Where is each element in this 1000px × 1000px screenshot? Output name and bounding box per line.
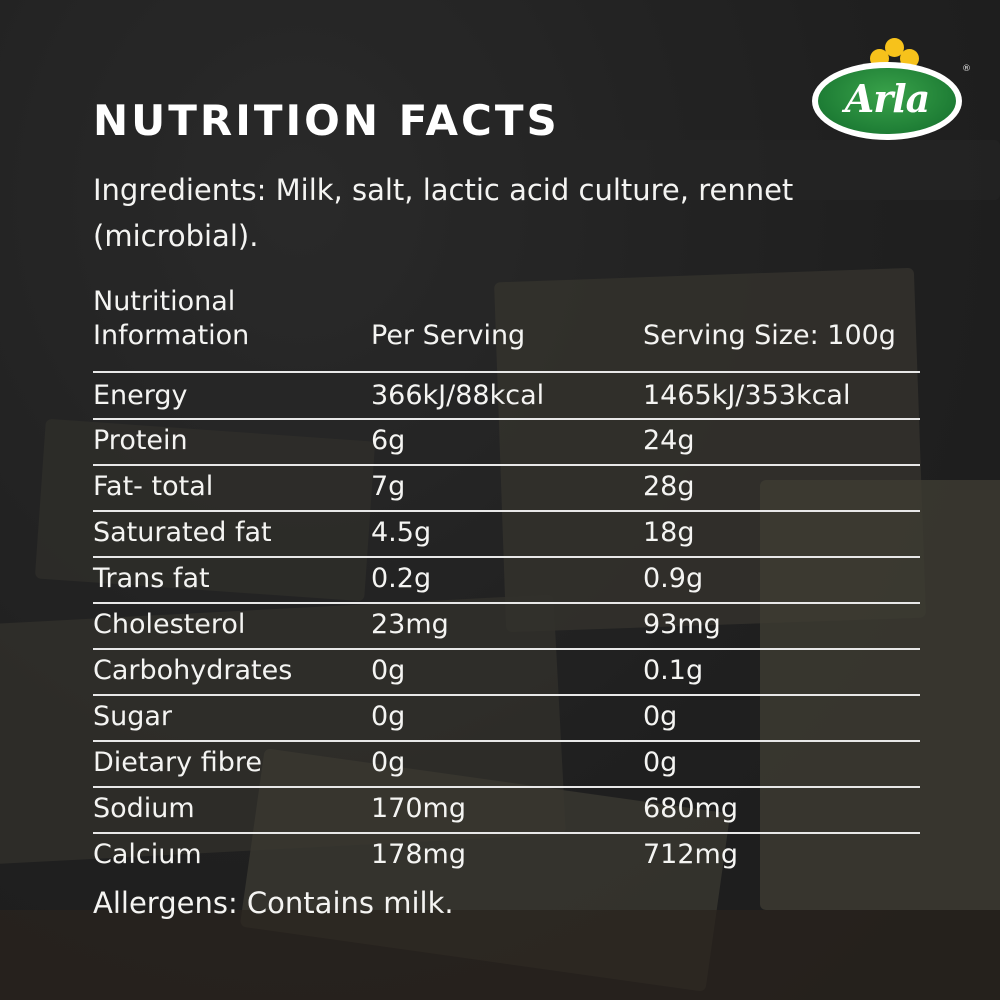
per-100g-value: 28g	[643, 471, 695, 502]
nutrient-name: Energy	[93, 380, 188, 411]
per-serving-value: 0g	[371, 655, 406, 686]
nutrient-name: Carbohydrates	[93, 655, 293, 686]
per-serving-value: 170mg	[371, 793, 466, 824]
nutrient-name: Calcium	[93, 839, 202, 870]
ingredients-text: Ingredients: Milk, salt, lactic acid cul…	[93, 173, 794, 253]
nutrient-name: Trans fat	[93, 563, 210, 594]
logo-wordmark: Arla	[844, 76, 931, 121]
per-serving-value: 23mg	[371, 609, 449, 640]
per-serving-value: 0g	[371, 701, 406, 732]
per-serving-value: 366kJ/88kcal	[371, 380, 545, 411]
per-100g-value: 1465kJ/353kcal	[643, 380, 851, 411]
per-serving-value: 7g	[371, 471, 406, 502]
arla-logo: Arla ®	[812, 38, 971, 142]
per-100g-value: 0.9g	[643, 563, 704, 594]
nutrient-name: Dietary fibre	[93, 747, 262, 778]
per-serving-value: 178mg	[371, 839, 466, 870]
per-100g-value: 18g	[643, 517, 695, 548]
per-100g-value: 0g	[643, 747, 678, 778]
table-row: Trans fat 0.2g 0.9g	[93, 558, 920, 604]
table-header: Nutritional Information Per Serving Serv…	[93, 285, 920, 373]
table-row: Carbohydrates 0g 0.1g	[93, 650, 920, 696]
per-serving-value: 0.2g	[371, 563, 432, 594]
table-row: Sodium 170mg 680mg	[93, 788, 920, 834]
header-serving-size: Serving Size: 100g	[643, 320, 896, 351]
nutrient-name: Cholesterol	[93, 609, 246, 640]
per-100g-value: 24g	[643, 425, 695, 456]
table-row: Cholesterol 23mg 93mg	[93, 604, 920, 650]
table-row: Dietary fibre 0g 0g	[93, 742, 920, 788]
table-row: Saturated fat 4.5g 18g	[93, 512, 920, 558]
header-per-serving: Per Serving	[371, 320, 526, 351]
per-100g-value: 93mg	[643, 609, 721, 640]
allergens-text: Allergens: Contains milk.	[93, 886, 454, 920]
table-row: Calcium 178mg 712mg	[93, 834, 920, 878]
nutrient-name: Saturated fat	[93, 517, 272, 548]
table-row: Fat- total 7g 28g	[93, 466, 920, 512]
nutrient-name: Fat- total	[93, 471, 214, 502]
nutrient-name: Protein	[93, 425, 188, 456]
per-100g-value: 680mg	[643, 793, 738, 824]
per-serving-value: 4.5g	[371, 517, 432, 548]
table-row: Energy 366kJ/88kcal 1465kJ/353kcal	[93, 373, 920, 420]
per-100g-value: 0.1g	[643, 655, 704, 686]
table-row: Protein 6g 24g	[93, 420, 920, 466]
per-serving-value: 0g	[371, 747, 406, 778]
page-title: NUTRITION FACTS	[93, 96, 560, 145]
per-serving-value: 6g	[371, 425, 406, 456]
registered-mark: ®	[962, 64, 971, 74]
per-100g-value: 0g	[643, 701, 678, 732]
per-100g-value: 712mg	[643, 839, 738, 870]
nutrition-table: Nutritional Information Per Serving Serv…	[93, 285, 920, 878]
nutrient-name: Sugar	[93, 701, 173, 732]
nutrient-name: Sodium	[93, 793, 195, 824]
table-row: Sugar 0g 0g	[93, 696, 920, 742]
header-nutritional-information: Nutritional Information	[93, 286, 250, 351]
